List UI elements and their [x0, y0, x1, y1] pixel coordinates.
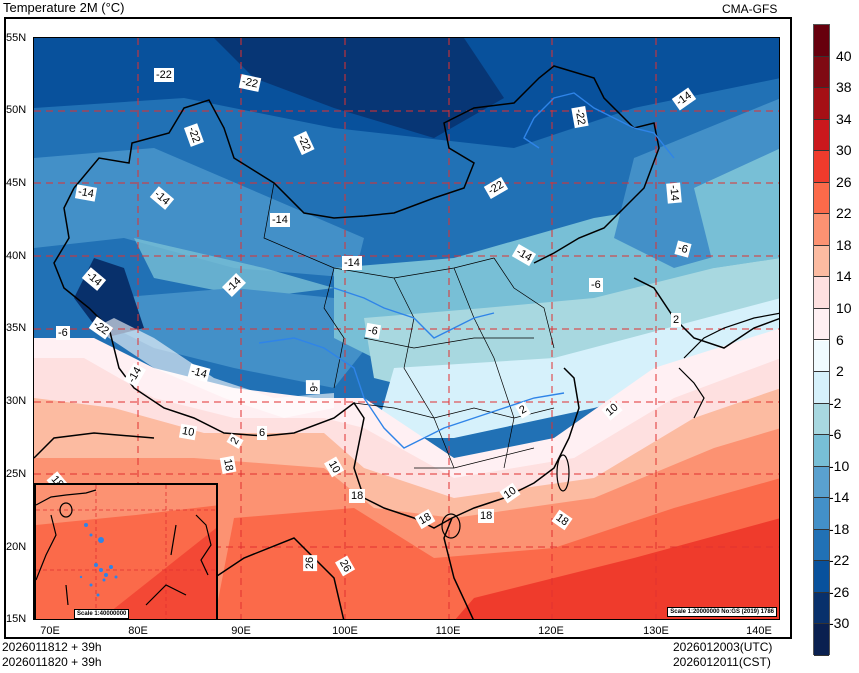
lon-tick-label: 90E [231, 625, 251, 637]
colorbar-bin [814, 277, 829, 309]
colorbar-tick-label: -14 [829, 489, 850, 506]
colorbar-tick-label: -2 [829, 394, 842, 411]
colorbar-tick-label: 38 [836, 79, 852, 96]
colorbar-tick-label: -10 [829, 457, 850, 474]
colorbar-tick-label: 14 [836, 268, 852, 285]
colorbar-tick-label: -22 [829, 552, 850, 569]
colorbar-bin [814, 119, 829, 152]
valid-time-cst: 2026012011(CST) [673, 655, 771, 669]
chart-title: Temperature 2M (°C) [3, 0, 125, 15]
lat-tick-label: 15N [6, 613, 27, 625]
lon-tick-label: 80E [128, 625, 148, 637]
colorbar-tick-label: 18 [836, 236, 852, 253]
colorbar-bin [814, 88, 829, 120]
lat-tick-label: 45N [6, 177, 27, 189]
rivers [258, 92, 675, 449]
colorbar-bin [814, 308, 829, 341]
colorbar-bin [814, 56, 829, 89]
colorbar-tick-label: 26 [836, 173, 852, 190]
contour-label: -14 [666, 182, 682, 204]
contour-label: 26 [303, 554, 318, 572]
lat-tick-label: 55N [6, 32, 27, 44]
contour-label: -6 [589, 278, 603, 292]
colorbar-bin [814, 214, 829, 246]
lon-tick-label: 140E [746, 625, 772, 637]
colorbar-bin [814, 624, 829, 656]
colorbar-tick-label: -30 [829, 615, 850, 632]
contour-label: 18 [478, 509, 495, 523]
temperature-map: -22 -22 -22 -22 -14 -14 -14 -14 -14 -14 -6 -22 -6 -14… [33, 37, 780, 620]
colorbar-bin [814, 25, 829, 57]
colorbar-tick-label: -18 [829, 520, 850, 537]
contour-label: 18 [219, 455, 237, 475]
colorbar-tick-label: -26 [829, 583, 850, 600]
colorbar-bin [814, 466, 829, 499]
model-source-label: CMA-GFS [722, 2, 778, 16]
contour-label: 2 [671, 313, 682, 327]
contour-label: -6 [305, 380, 320, 394]
colorbar-bin [814, 245, 829, 278]
lon-tick-label: 70E [40, 625, 60, 637]
colorbar-tick-label: 22 [836, 205, 852, 222]
map-scale-label: Scale 1:20000000 No:GS (2019) 1786 [667, 607, 777, 617]
colorbar-bin [814, 561, 829, 593]
lat-tick-label: 35N [6, 322, 27, 334]
init-time-cst: 2026011820 + 39h [2, 655, 102, 669]
colorbar-tick-label: 40 [836, 47, 852, 64]
colorbar-bin [814, 340, 829, 373]
contour-label: 6 [257, 426, 268, 440]
colorbar-tick-label: 34 [836, 110, 852, 127]
contour-label: 18 [349, 489, 366, 503]
lat-tick-label: 30N [6, 395, 27, 407]
colorbar-tick-label: 10 [836, 299, 852, 316]
colorbar-bin [814, 498, 829, 530]
lat-tick-label: 25N [6, 468, 27, 480]
contour-label: 10 [178, 423, 198, 441]
south-china-sea-inset: Scale 1:40000000 [34, 483, 218, 619]
lat-tick-label: 20N [6, 541, 27, 553]
colorbar-tick-label: 6 [836, 331, 844, 348]
valid-time-utc: 2026012003(UTC) [673, 640, 773, 654]
colorbar [813, 24, 830, 656]
colorbar-bin [814, 182, 829, 215]
colorbar-bin [814, 435, 829, 467]
lon-tick-label: 130E [643, 625, 669, 637]
contour-label: -6 [56, 326, 70, 340]
colorbar-bin [814, 592, 829, 625]
lat-tick-label: 50N [6, 104, 27, 116]
province-borders [263, 182, 555, 469]
colorbar-tick-label: 2 [836, 363, 844, 380]
colorbar-bin [814, 151, 829, 183]
contour-label: -22 [154, 68, 174, 82]
colorbar-tick-label: 30 [836, 142, 852, 159]
contour-label: -14 [342, 256, 362, 270]
colorbar-bin [814, 403, 829, 436]
lon-tick-label: 100E [332, 625, 358, 637]
colorbar-bin [814, 372, 829, 404]
init-time-utc: 2026011812 + 39h [2, 640, 102, 654]
colorbar-bin [814, 529, 829, 562]
figure-frame [4, 17, 792, 639]
lon-tick-label: 120E [538, 625, 564, 637]
contour-label: -6 [364, 322, 381, 340]
lat-tick-label: 40N [6, 250, 27, 262]
colorbar-tick-label: -6 [829, 426, 842, 443]
lon-tick-label: 110E [435, 625, 461, 637]
contour-label: -14 [270, 213, 290, 227]
inset-scale-label: Scale 1:40000000 [74, 609, 130, 619]
inset-map-fill [36, 485, 216, 619]
island-outlines [441, 312, 779, 539]
